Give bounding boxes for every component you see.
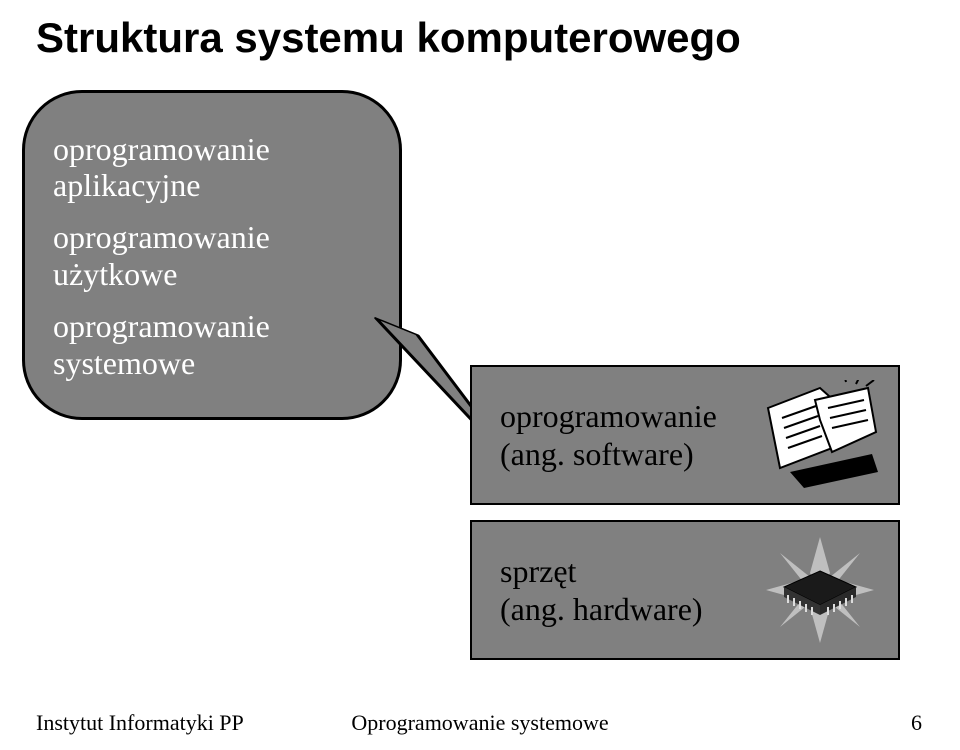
- layer-software: oprogramowanie (ang. software): [470, 365, 900, 505]
- bubble-line-1: oprogramowanie aplikacyjne: [53, 131, 371, 205]
- footer-page-number: 6: [911, 710, 922, 736]
- bubble-body: oprogramowanie aplikacyjne oprogramowani…: [22, 90, 402, 420]
- layer-hardware-label: sprzęt (ang. hardware): [500, 552, 703, 629]
- footer-center: Oprogramowanie systemowe: [351, 710, 608, 736]
- speech-bubble: oprogramowanie aplikacyjne oprogramowani…: [22, 90, 402, 420]
- layer-hardware: sprzęt (ang. hardware): [470, 520, 900, 660]
- bubble-line-2: oprogramowanie użytkowe: [53, 219, 371, 293]
- layer-software-label: oprogramowanie (ang. software): [500, 397, 717, 474]
- page-title: Struktura systemu komputerowego: [36, 14, 741, 62]
- chip-icon: [760, 535, 880, 645]
- footer-left: Instytut Informatyki PP: [36, 710, 244, 736]
- bubble-line-3: oprogramowanie systemowe: [53, 308, 371, 382]
- software-icon: [760, 380, 880, 490]
